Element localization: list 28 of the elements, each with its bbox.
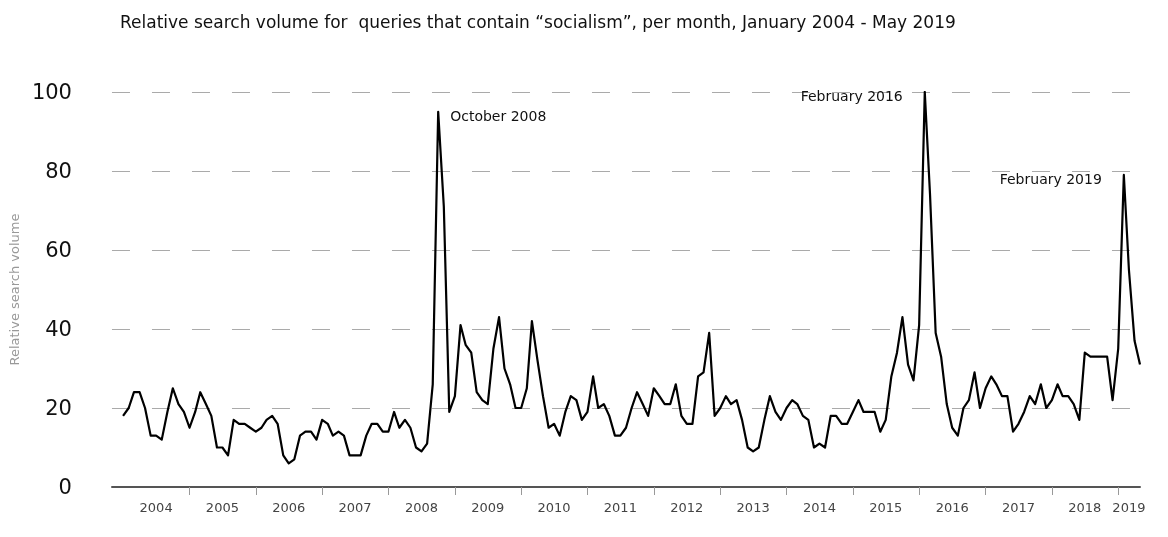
x-tick-label: 2016 xyxy=(935,500,969,515)
x-tick-label: 2012 xyxy=(670,500,704,515)
x-tick-label: 2019 xyxy=(1112,500,1146,515)
x-tick-label: 2006 xyxy=(272,500,306,515)
x-tick-label: 2009 xyxy=(471,500,505,515)
x-tick-label: 2008 xyxy=(404,500,439,515)
x-tick-label: 2007 xyxy=(338,500,372,515)
x-tick-label: 2017 xyxy=(1001,500,1036,515)
x-tick-label: 2010 xyxy=(537,500,571,515)
x-tick-label: 2014 xyxy=(802,500,836,515)
x-tick-label: 2018 xyxy=(1068,500,1102,515)
x-tick-label: 2005 xyxy=(205,500,239,515)
y-axis-title: Relative search volume xyxy=(7,213,22,366)
x-tick-label: 2004 xyxy=(139,500,173,515)
annotation: October 2008 xyxy=(450,107,547,124)
x-tick-label: 2011 xyxy=(603,500,637,515)
chart-title: Relative search volume for queries that contain “socialism”, per month, January 2004 - May 2019 xyxy=(120,11,956,32)
y-tick-label: 100 xyxy=(31,80,72,104)
x-tick-label: 2015 xyxy=(869,500,903,515)
y-tick-label: 40 xyxy=(45,317,72,341)
y-tick-label: 0 xyxy=(58,475,72,499)
annotation: February 2016 xyxy=(800,88,903,104)
line-series xyxy=(121,90,1142,465)
y-tick-label: 60 xyxy=(45,238,72,262)
y-tick-label: 80 xyxy=(45,159,72,183)
annotation: February 2019 xyxy=(999,170,1102,187)
y-tick-label: 20 xyxy=(45,396,72,420)
x-tick-label: 2013 xyxy=(736,500,770,515)
